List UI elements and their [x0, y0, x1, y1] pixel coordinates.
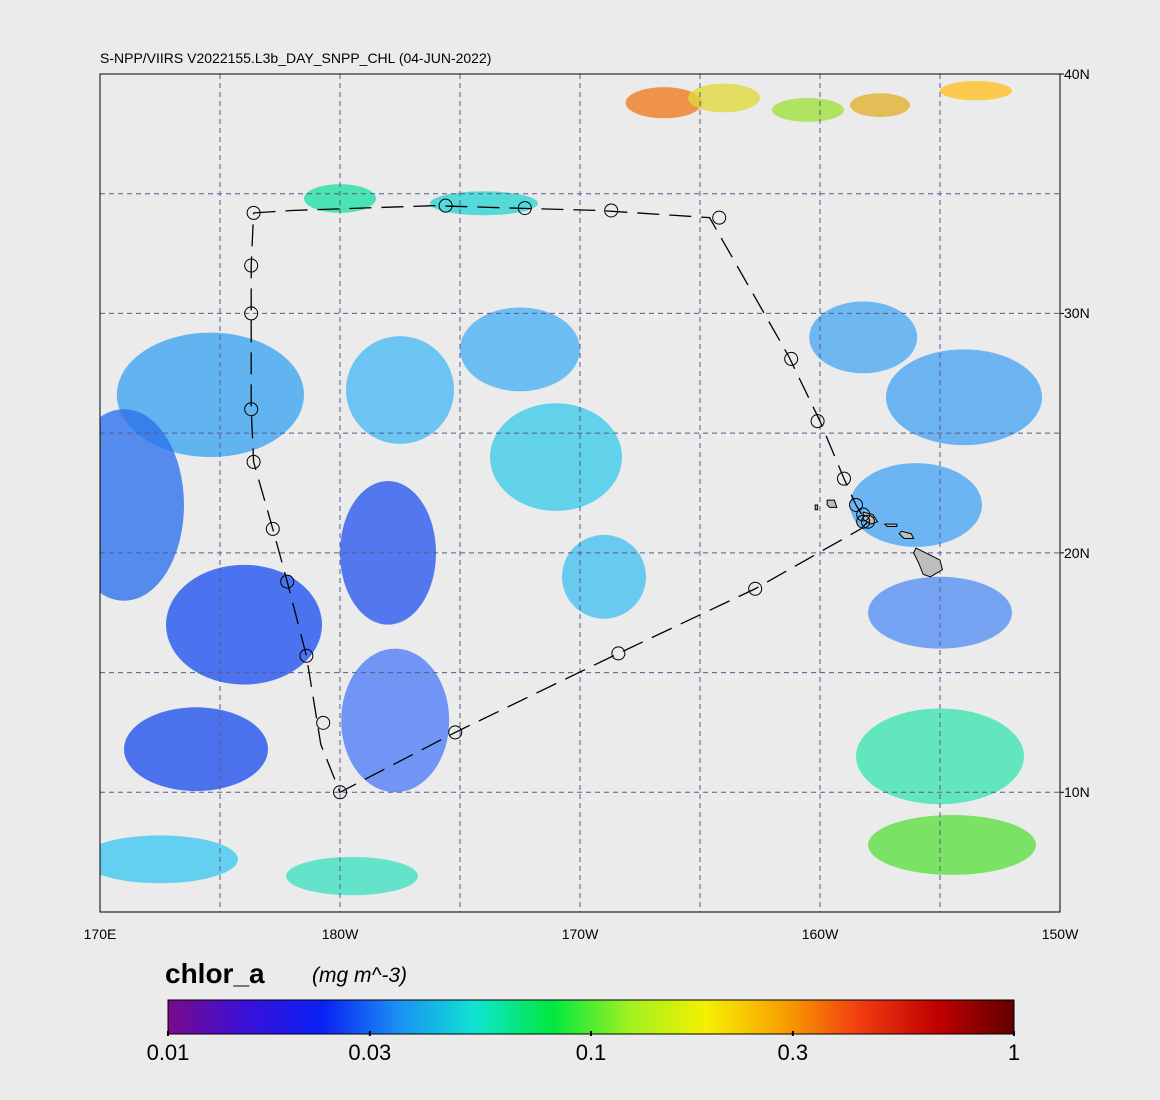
station-marker	[712, 210, 727, 225]
chlorophyll-patch	[341, 648, 450, 793]
lat-tick-label: 20N	[1064, 544, 1090, 561]
station-marker	[244, 402, 259, 417]
island-molokai	[883, 523, 898, 528]
chlorophyll-patch	[124, 707, 268, 792]
chlorophyll-patch	[562, 534, 646, 619]
chlorophyll-patch	[625, 87, 703, 119]
station-marker	[265, 521, 280, 536]
chlorophyll-patch	[850, 93, 910, 118]
station-marker	[861, 514, 875, 529]
chlorophyll-patch	[940, 81, 1012, 101]
colorbar-units: (mg m^-3)	[312, 964, 408, 987]
station-marker	[438, 198, 453, 213]
island-kauai	[826, 499, 838, 508]
station-marker	[244, 258, 259, 273]
lat-tick-label: 30N	[1064, 305, 1090, 322]
island-hawaii	[913, 547, 943, 578]
lat-ticks	[1060, 73, 1064, 793]
station-marker	[837, 471, 851, 486]
chlorophyll-patch	[346, 336, 454, 444]
station-marker	[333, 785, 347, 800]
chlorophyll-patch	[772, 97, 844, 122]
chlorophyll-patch	[886, 349, 1042, 446]
chlorophyll-patch	[100, 409, 184, 601]
station-marker	[448, 725, 463, 740]
station-marker	[246, 454, 261, 469]
lon-tick-label: 170W	[561, 926, 599, 942]
chlorophyll-patch	[100, 835, 238, 884]
lon-tick-label: 150W	[1041, 926, 1079, 942]
station-marker	[280, 574, 295, 589]
chlorophyll-patch	[856, 708, 1024, 805]
station-marker	[810, 414, 825, 429]
colorbar-tick-label: 0.3	[777, 1040, 809, 1065]
chlorophyll-layer	[100, 81, 1042, 896]
chlorophyll-patch	[460, 307, 580, 392]
chlorophyll-patch	[116, 332, 305, 458]
station-marker	[604, 203, 619, 218]
lat-tick-label: 10N	[1064, 784, 1090, 801]
station-marker	[246, 205, 261, 220]
station-marker	[856, 514, 871, 529]
chlorophyll-patch	[166, 564, 322, 685]
colorbar-tick-label: 0.01	[146, 1040, 190, 1065]
station-marker	[784, 351, 799, 366]
chlorophyll-patch	[850, 463, 982, 547]
station-markers	[244, 198, 875, 800]
colorbar-tick-label: 1	[1007, 1040, 1021, 1065]
colorbar	[167, 999, 1015, 1035]
chlorophyll-patch	[304, 184, 376, 213]
station-marker	[316, 715, 331, 730]
lat-tick-label: 40N	[1064, 66, 1090, 82]
station-marker	[244, 306, 259, 321]
lon-tick-label: 180W	[321, 926, 359, 942]
page-title: S-NPP/VIIRS V2022155.L3b_DAY_SNPP_CHL (0…	[100, 50, 492, 66]
lon-tick-label: 160W	[801, 926, 839, 942]
chlorophyll-patch	[868, 576, 1012, 649]
lon-tick-label: 170E	[83, 926, 117, 942]
chlorophyll-patch	[430, 191, 538, 216]
colorbar-title: chlor_a	[165, 958, 265, 989]
chlorophyll-patch	[809, 301, 918, 374]
island-niihau	[814, 504, 819, 511]
colorbar-tick-label: 0.1	[575, 1040, 607, 1065]
chlorophyll-patch	[868, 815, 1036, 875]
colorbar-tick-label: 0.03	[348, 1040, 392, 1065]
station-marker	[849, 497, 863, 512]
station-marker	[856, 507, 871, 522]
chlorophyll-patch	[490, 403, 622, 511]
chlorophyll-patch	[286, 856, 418, 896]
station-marker	[299, 648, 314, 663]
station-marker	[611, 646, 626, 661]
station-marker	[517, 201, 532, 216]
colorbar-ticks	[167, 1031, 1015, 1036]
island-maui	[898, 530, 915, 539]
station-marker	[748, 581, 763, 596]
chlorophyll-patch	[688, 83, 760, 113]
map-border	[99, 73, 1061, 913]
